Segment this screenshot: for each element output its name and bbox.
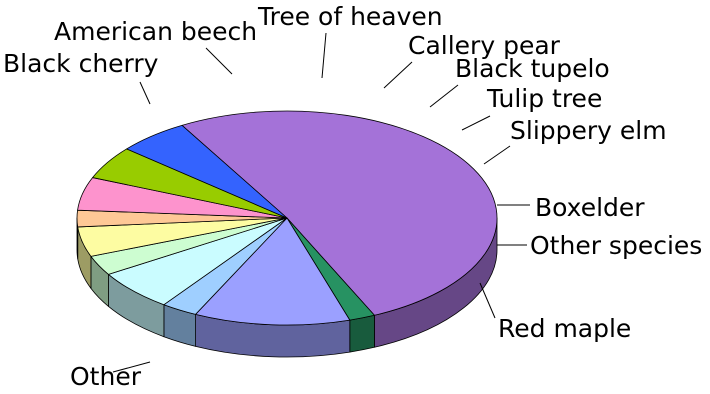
pie-slices [76, 110, 498, 326]
pie-slice-0 [181, 110, 498, 316]
pie-slice-10 [126, 124, 288, 219]
slice-label-0: Other [70, 362, 142, 391]
slice-label-5: Black tupelo [455, 54, 610, 83]
slice-label-10: Red maple [498, 314, 631, 343]
leader-line-7 [483, 145, 511, 165]
slice-label-9: Other species [530, 231, 702, 260]
leader-line-4 [383, 61, 413, 89]
leader-line-1 [139, 81, 151, 105]
leader-lines [112, 32, 530, 373]
leader-line-3 [321, 32, 327, 79]
leader-line-6 [461, 115, 491, 131]
leader-line-2 [205, 47, 233, 75]
slice-label-1: Black cherry [3, 49, 159, 78]
leader-line-5 [429, 84, 459, 108]
leader-line-0 [112, 361, 151, 373]
slice-label-7: Slippery elm [510, 116, 667, 145]
slice-label-3: Tree of heaven [257, 2, 443, 31]
slice-label-2: American beech [54, 17, 257, 46]
slice-label-4: Callery pear [408, 31, 561, 60]
slice-label-6: Tulip tree [486, 84, 602, 113]
leader-line-10 [479, 282, 496, 319]
slice-label-8: Boxelder [535, 193, 645, 222]
pie-side-1 [349, 314, 375, 353]
pie-slice-2 [195, 217, 351, 326]
